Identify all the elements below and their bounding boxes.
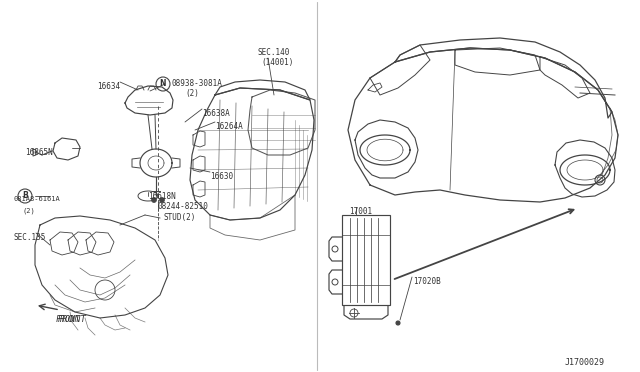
Text: 17020B: 17020B [413,277,441,286]
Text: 16264A: 16264A [215,122,243,131]
Text: SEC.135: SEC.135 [14,233,46,242]
Text: 16618N: 16618N [148,192,176,201]
Circle shape [159,198,164,202]
Text: 17001: 17001 [349,207,372,216]
Text: N: N [160,80,166,89]
Text: SEC.140: SEC.140 [258,48,291,57]
Text: 16865N: 16865N [25,148,52,157]
Circle shape [152,198,157,202]
Text: 08244-82510: 08244-82510 [158,202,209,211]
Text: J1700029: J1700029 [565,358,605,367]
Text: 16638A: 16638A [202,109,230,118]
Text: 16630: 16630 [210,172,233,181]
Text: STUD(2): STUD(2) [163,213,195,222]
Text: FRONT: FRONT [58,315,87,324]
Text: 081A8-6161A: 081A8-6161A [14,196,61,202]
Circle shape [396,321,400,325]
Text: 08938-3081A: 08938-3081A [172,79,223,88]
Text: 16634: 16634 [97,82,120,91]
Text: (2): (2) [185,89,199,98]
Text: B: B [22,192,28,201]
Text: (2): (2) [22,207,35,214]
Text: FRONT: FRONT [56,315,81,324]
Text: (14001): (14001) [261,58,293,67]
Bar [342,215,390,305]
